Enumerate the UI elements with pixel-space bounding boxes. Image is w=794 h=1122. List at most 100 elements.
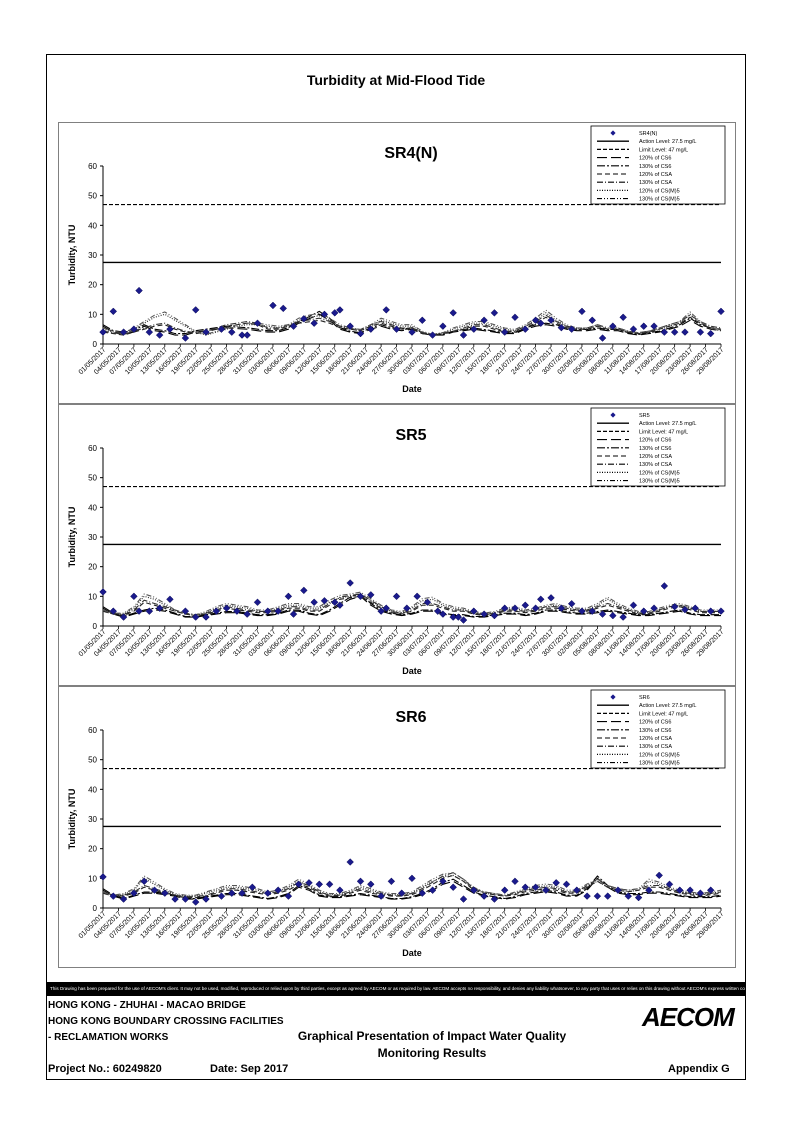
- data-point: [706, 607, 715, 615]
- y-tick-label: 60: [88, 726, 97, 735]
- legend-label: SR4(N): [639, 131, 658, 137]
- chart-legend: [590, 125, 726, 205]
- drawing-title-line-1: Graphical Presentation of Impact Water Q…: [297, 1029, 567, 1043]
- data-point: [336, 306, 344, 314]
- y-tick-label: 10: [88, 592, 97, 601]
- legend-label: 120% of CS6: [639, 720, 671, 726]
- data-point: [428, 886, 437, 894]
- data-point: [238, 331, 246, 339]
- data-point: [356, 877, 365, 886]
- data-point: [227, 328, 236, 336]
- data-point: [650, 322, 658, 330]
- data-point: [202, 895, 210, 903]
- legend-label: 120% of CSA: [639, 172, 672, 178]
- data-point: [433, 607, 442, 615]
- x-axis-label: Date: [402, 384, 422, 394]
- data-point: [336, 886, 344, 894]
- data-point: [593, 892, 602, 900]
- data-point: [135, 286, 143, 295]
- legend-label: 120% of CSA: [639, 454, 672, 460]
- data-point: [480, 610, 488, 618]
- legend-label: Limit Level: 47 mg/L: [639, 429, 688, 435]
- legend-label: 130% of CS6: [639, 164, 671, 170]
- chart-panel-sr5: SR5 0 10 20 30 40 50 60 Turbidity, NTU 01/05/2017…: [58, 404, 736, 686]
- data-point: [140, 877, 148, 886]
- data-point: [310, 319, 318, 327]
- data-point: [552, 879, 560, 887]
- y-tick-label: 10: [88, 874, 97, 883]
- data-point: [521, 325, 530, 333]
- legend-label: Action Level: 27.5 mg/L: [639, 139, 696, 145]
- legend-label: 130% of CS(M)5: [639, 479, 680, 485]
- data-point: [511, 877, 519, 886]
- data-point: [500, 328, 509, 336]
- data-point: [377, 892, 385, 900]
- data-point: [449, 309, 457, 317]
- data-point: [428, 331, 437, 339]
- data-point: [320, 597, 329, 605]
- data-point: [191, 306, 200, 314]
- data-point: [202, 328, 210, 336]
- data-point: [330, 309, 339, 317]
- legend-marker: [610, 412, 616, 418]
- y-tick-label: 20: [88, 845, 97, 854]
- data-point: [222, 604, 231, 612]
- data-point: [660, 582, 669, 590]
- data-point: [367, 325, 375, 333]
- data-point: [217, 892, 226, 900]
- data-point: [459, 331, 468, 339]
- data-point: [423, 598, 432, 607]
- data-point: [145, 328, 154, 336]
- data-point: [269, 301, 277, 310]
- y-tick-label: 20: [88, 281, 97, 290]
- data-point: [330, 598, 339, 607]
- data-point: [279, 304, 288, 313]
- data-point: [109, 607, 118, 615]
- data-point: [567, 599, 576, 608]
- series-line: [102, 872, 722, 896]
- data-point: [392, 592, 401, 601]
- data-point: [418, 889, 427, 897]
- data-point: [243, 331, 251, 339]
- data-point: [547, 316, 555, 325]
- data-point: [490, 611, 499, 620]
- data-point: [356, 592, 365, 601]
- data-point: [382, 306, 391, 314]
- data-point: [408, 328, 416, 336]
- project-line-3: - RECLAMATION WORKS: [48, 1032, 169, 1043]
- legend-label: 120% of CSA: [639, 736, 672, 742]
- data-point: [181, 607, 190, 615]
- data-point: [619, 313, 627, 322]
- legend-label: 130% of CS(M)5: [639, 761, 680, 767]
- data-point: [346, 322, 354, 330]
- data-point: [166, 595, 174, 604]
- data-point: [155, 604, 164, 612]
- data-point: [253, 598, 262, 607]
- legend-label: 130% of CSA: [639, 180, 672, 186]
- data-point: [99, 328, 107, 336]
- data-point: [284, 592, 293, 601]
- data-point: [449, 883, 457, 891]
- data-point: [588, 316, 597, 325]
- legend-label: SR5: [639, 413, 650, 419]
- data-point: [557, 604, 566, 612]
- data-point: [578, 607, 586, 615]
- data-point: [320, 310, 329, 319]
- legend-label: 130% of CS6: [639, 446, 671, 452]
- data-point: [609, 322, 617, 330]
- legend-label: 120% of CS(M)5: [639, 752, 680, 758]
- y-axis-label: Turbidity, NTU: [67, 789, 77, 850]
- page-title: Turbidity at Mid-Flood Tide: [306, 72, 486, 88]
- data-point: [310, 598, 318, 607]
- data-point: [665, 880, 674, 889]
- data-point: [629, 601, 638, 609]
- data-point: [717, 607, 725, 615]
- data-point: [696, 889, 705, 897]
- data-point: [130, 889, 138, 897]
- data-point: [439, 322, 447, 330]
- data-point: [99, 873, 107, 881]
- legend-label: SR6: [639, 695, 650, 701]
- series-line: [102, 314, 722, 336]
